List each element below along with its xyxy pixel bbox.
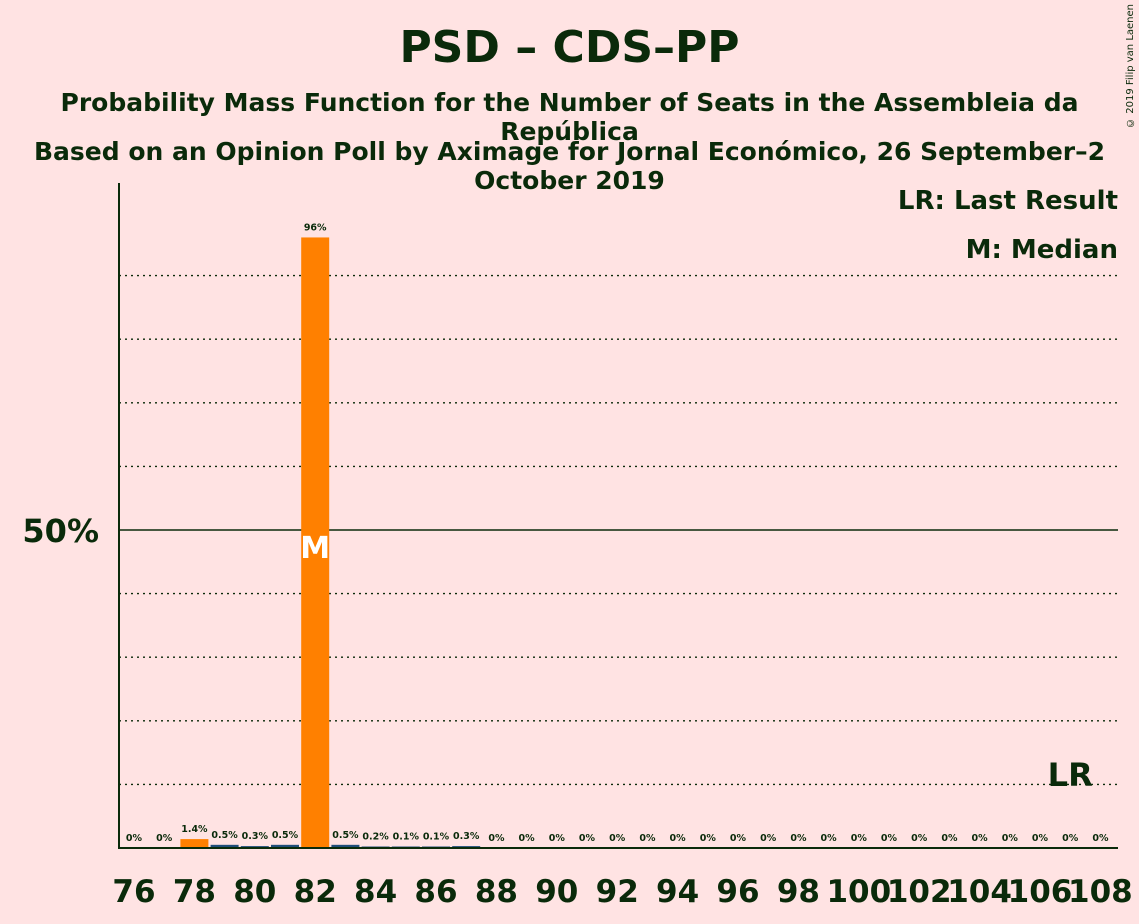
x-tick-label-78: 78 bbox=[173, 874, 216, 910]
x-tick-label-92: 92 bbox=[596, 874, 639, 910]
bar-label-89: 0% bbox=[519, 833, 536, 844]
bar-label-100: 0% bbox=[851, 833, 868, 844]
x-tick-label-100: 100 bbox=[826, 874, 891, 910]
median-marker: M bbox=[300, 531, 330, 566]
bar-label-95: 0% bbox=[700, 833, 717, 844]
bar-label-94: 0% bbox=[670, 833, 687, 844]
legend-last-result: LR: Last Result bbox=[898, 186, 1118, 216]
bar-label-101: 0% bbox=[881, 833, 898, 844]
bar-label-97: 0% bbox=[760, 833, 777, 844]
x-tick-label-104: 104 bbox=[947, 874, 1012, 910]
x-tick-label-106: 106 bbox=[1008, 874, 1073, 910]
bar-label-96: 0% bbox=[730, 833, 747, 844]
bar-label-102: 0% bbox=[911, 833, 928, 844]
bar-label-108: 0% bbox=[1092, 833, 1109, 844]
bar-label-92: 0% bbox=[609, 833, 626, 844]
bar-label-87: 0.3% bbox=[453, 831, 480, 842]
bar-label-85: 0.1% bbox=[393, 832, 420, 843]
x-tick-label-108: 108 bbox=[1068, 874, 1133, 910]
bar-label-77: 0% bbox=[156, 833, 173, 844]
x-tick-label-102: 102 bbox=[887, 874, 952, 910]
bar-label-79: 0.5% bbox=[211, 830, 238, 841]
x-tick-label-86: 86 bbox=[414, 874, 457, 910]
bar-label-88: 0% bbox=[488, 833, 505, 844]
bar-label-93: 0% bbox=[639, 833, 656, 844]
bar-label-98: 0% bbox=[790, 833, 807, 844]
bar-label-83: 0.5% bbox=[332, 830, 359, 841]
bar-seat-81 bbox=[271, 844, 299, 848]
bar-label-86: 0.1% bbox=[423, 832, 450, 843]
bar-seat-79 bbox=[210, 844, 239, 848]
x-tick-label-88: 88 bbox=[475, 874, 518, 910]
chart-title: PSD – CDS–PP bbox=[399, 22, 740, 73]
legend-median: M: Median bbox=[966, 235, 1118, 265]
last-result-marker: LR bbox=[1048, 756, 1093, 794]
bar-label-78: 1.4% bbox=[181, 824, 208, 835]
bar-label-82: 96% bbox=[304, 222, 327, 233]
bar-label-76: 0% bbox=[126, 833, 143, 844]
x-tick-label-76: 76 bbox=[112, 874, 155, 910]
bar-label-107: 0% bbox=[1062, 833, 1079, 844]
bar-seat-83 bbox=[331, 844, 360, 848]
x-tick-label-82: 82 bbox=[294, 874, 337, 910]
bar-seat-82 bbox=[301, 237, 330, 848]
chart-subtitle-poll: Based on an Opinion Poll by Aximage for … bbox=[34, 137, 1105, 195]
bar-label-104: 0% bbox=[972, 833, 989, 844]
x-tick-label-80: 80 bbox=[233, 874, 276, 910]
bar-label-84: 0.2% bbox=[362, 832, 389, 843]
chart-subtitle: Probability Mass Function for the Number… bbox=[60, 88, 1079, 146]
bar-label-106: 0% bbox=[1032, 833, 1049, 844]
bar-label-81: 0.5% bbox=[272, 830, 299, 841]
bar-seat-78 bbox=[180, 839, 209, 848]
bar-label-90: 0% bbox=[549, 833, 566, 844]
x-tick-label-94: 94 bbox=[656, 874, 699, 910]
bar-label-103: 0% bbox=[941, 833, 958, 844]
x-tick-label-98: 98 bbox=[777, 874, 820, 910]
x-tick-label-96: 96 bbox=[716, 874, 759, 910]
x-tick-label-90: 90 bbox=[535, 874, 578, 910]
y-tick-label-50: 50% bbox=[22, 512, 99, 550]
bar-label-91: 0% bbox=[579, 833, 596, 844]
x-tick-label-84: 84 bbox=[354, 874, 397, 910]
bar-label-105: 0% bbox=[1002, 833, 1019, 844]
bar-label-80: 0.3% bbox=[242, 831, 269, 842]
bar-label-99: 0% bbox=[821, 833, 838, 844]
